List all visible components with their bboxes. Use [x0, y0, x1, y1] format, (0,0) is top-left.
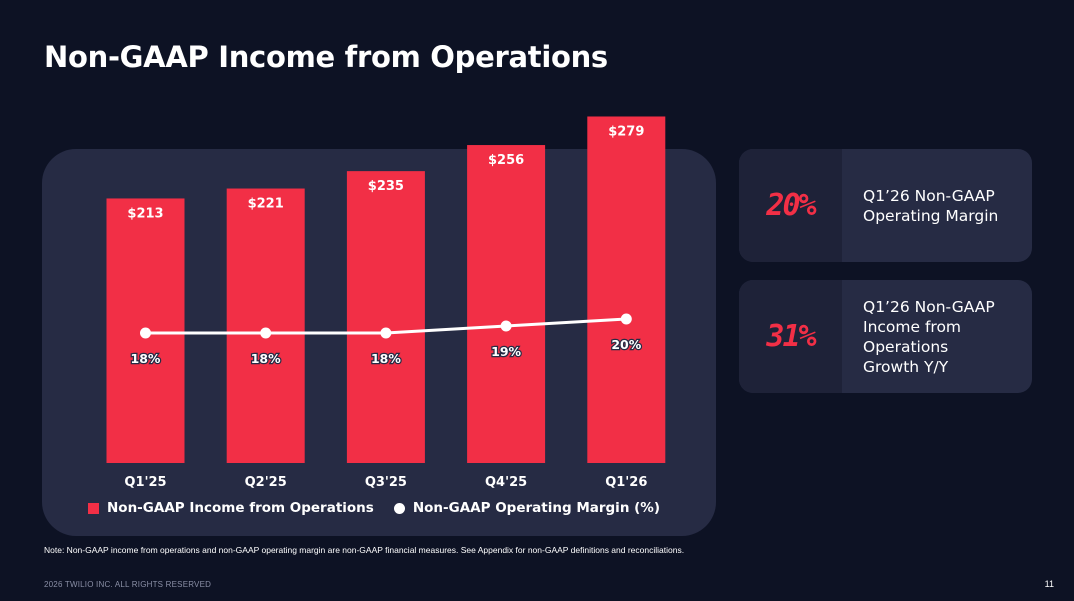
kpi-value-margin: 20%: [766, 188, 816, 223]
x-tick-label: Q3'25: [365, 475, 407, 490]
bar-value-label: $213: [127, 206, 163, 221]
x-tick-label: Q1'26: [605, 475, 647, 490]
margin-point: [380, 327, 392, 339]
margin-point: [620, 313, 632, 325]
chart-legend: Non-GAAP Income from Operations Non-GAAP…: [88, 500, 680, 516]
margin-value-label: 18%: [131, 351, 161, 366]
bar-value-label: $279: [608, 124, 644, 139]
bars-layer: [106, 116, 666, 464]
x-tick-label: Q4'25: [485, 475, 527, 490]
bar: [467, 145, 546, 463]
legend-label-margin: Non-GAAP Operating Margin (%): [412, 500, 660, 516]
legend-bar-swatch: [88, 502, 99, 514]
margin-line-layer: [140, 313, 632, 339]
legend-line-marker: [393, 502, 405, 514]
page-number: 11: [1044, 579, 1054, 589]
margin-value-label: 20%: [611, 337, 641, 352]
kpi-card-growth: 31% Q1’26 Non-GAAP Income from Operation…: [739, 280, 1032, 393]
legend-label-income: Non-GAAP Income from Operations: [107, 500, 374, 516]
kpi-value-growth: 31%: [766, 319, 816, 354]
bar: [587, 116, 666, 464]
bar: [346, 171, 425, 463]
labels-layer: $213 Q1'25 $221 Q2'25 $235 Q3'25 $256 Q4'25 $279…: [124, 124, 647, 490]
legend-item-income: Non-GAAP Income from Operations: [88, 500, 374, 516]
margin-point: [260, 327, 272, 339]
x-tick-label: Q1'25: [124, 475, 166, 490]
kpi-value-box: 20%: [739, 149, 842, 262]
footnote: Note: Non-GAAP income from operations an…: [44, 545, 685, 555]
kpi-value-box: 31%: [739, 280, 842, 393]
legend-item-margin: Non-GAAP Operating Margin (%): [393, 500, 660, 516]
margin-value-label: 18%: [371, 351, 401, 366]
kpi-label-growth: Q1’26 Non-GAAP Income from Operations Gr…: [863, 297, 995, 376]
margin-value-label: 18%: [251, 351, 281, 366]
margin-value-label: 19%: [491, 344, 521, 359]
kpi-card-margin: 20% Q1’26 Non-GAAP Operating Margin: [739, 149, 1032, 262]
copyright: 2026 TWILIO INC. ALL RIGHTS RESERVED: [44, 580, 212, 589]
kpi-label-margin: Q1’26 Non-GAAP Operating Margin: [863, 186, 999, 225]
margin-point: [140, 327, 151, 339]
margin-point: [500, 320, 512, 332]
page-title: Non-GAAP Income from Operations: [44, 40, 608, 74]
x-tick-label: Q2'25: [245, 475, 287, 490]
bar-value-label: $256: [488, 153, 524, 168]
bar: [226, 188, 305, 463]
bar-value-label: $235: [368, 179, 404, 194]
bar-value-label: $221: [248, 197, 284, 212]
